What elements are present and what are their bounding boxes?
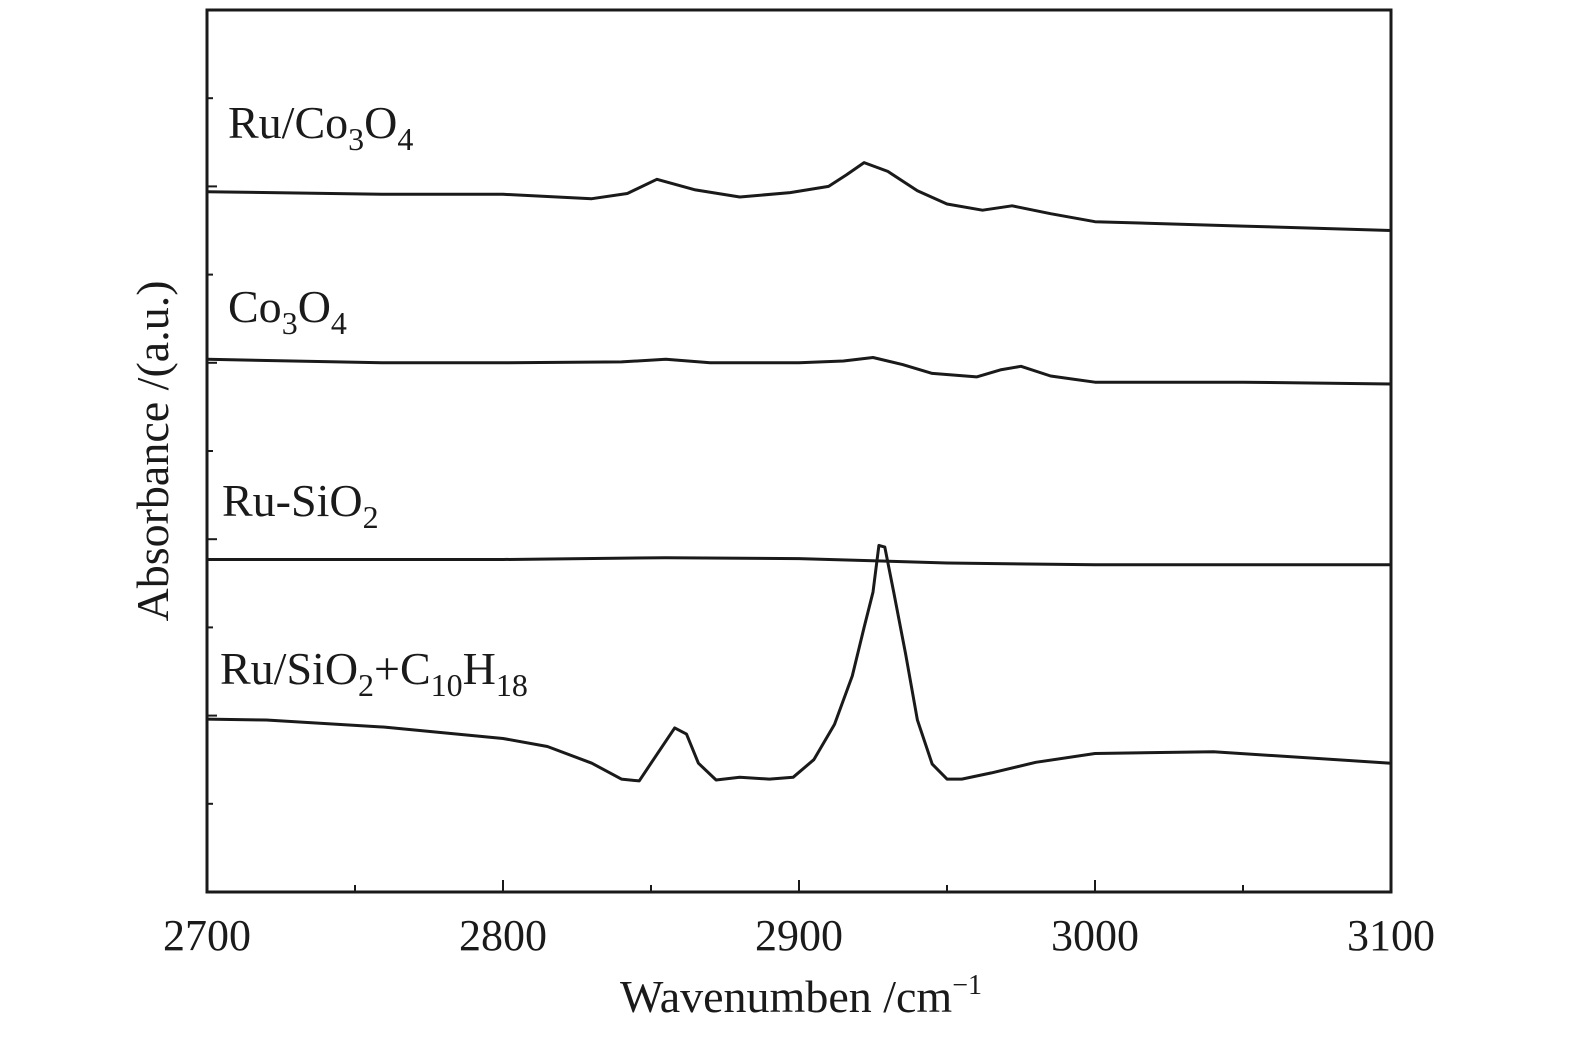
x-tick-labels: 2700 2800 2900 3000 3100 [163, 911, 1435, 960]
x-tick-label: 3000 [1051, 911, 1139, 960]
series-label-2: Co3O4 [228, 281, 347, 341]
x-tick-label: 2700 [163, 911, 251, 960]
series-traces [205, 161, 1393, 783]
series-labels: Ru/Co3O4 Co3O4 Ru-SiO2 Ru/SiO2+C10H18 [220, 97, 528, 703]
x-tick-label: 2900 [755, 911, 843, 960]
series-trace-1 [205, 161, 1393, 232]
x-axis-title-exponent: −1 [952, 970, 982, 1001]
x-axis-title-text: Wavenumben /cm [620, 971, 952, 1022]
x-tick-label: 2800 [459, 911, 547, 960]
series-trace-4 [205, 543, 1393, 783]
series-label-4: Ru/SiO2+C10H18 [220, 643, 528, 703]
x-tick-label: 3100 [1347, 911, 1435, 960]
series-trace-3 [205, 556, 1393, 567]
y-axis-title: Absorbance /(a.u.) [127, 280, 178, 621]
series-label-3: Ru-SiO2 [222, 475, 379, 535]
plot-frame [205, 8, 1393, 894]
x-axis-title: Wavenumben /cm−1 [620, 970, 982, 1022]
series-trace-2 [205, 356, 1393, 386]
series-label-1: Ru/Co3O4 [228, 97, 413, 157]
